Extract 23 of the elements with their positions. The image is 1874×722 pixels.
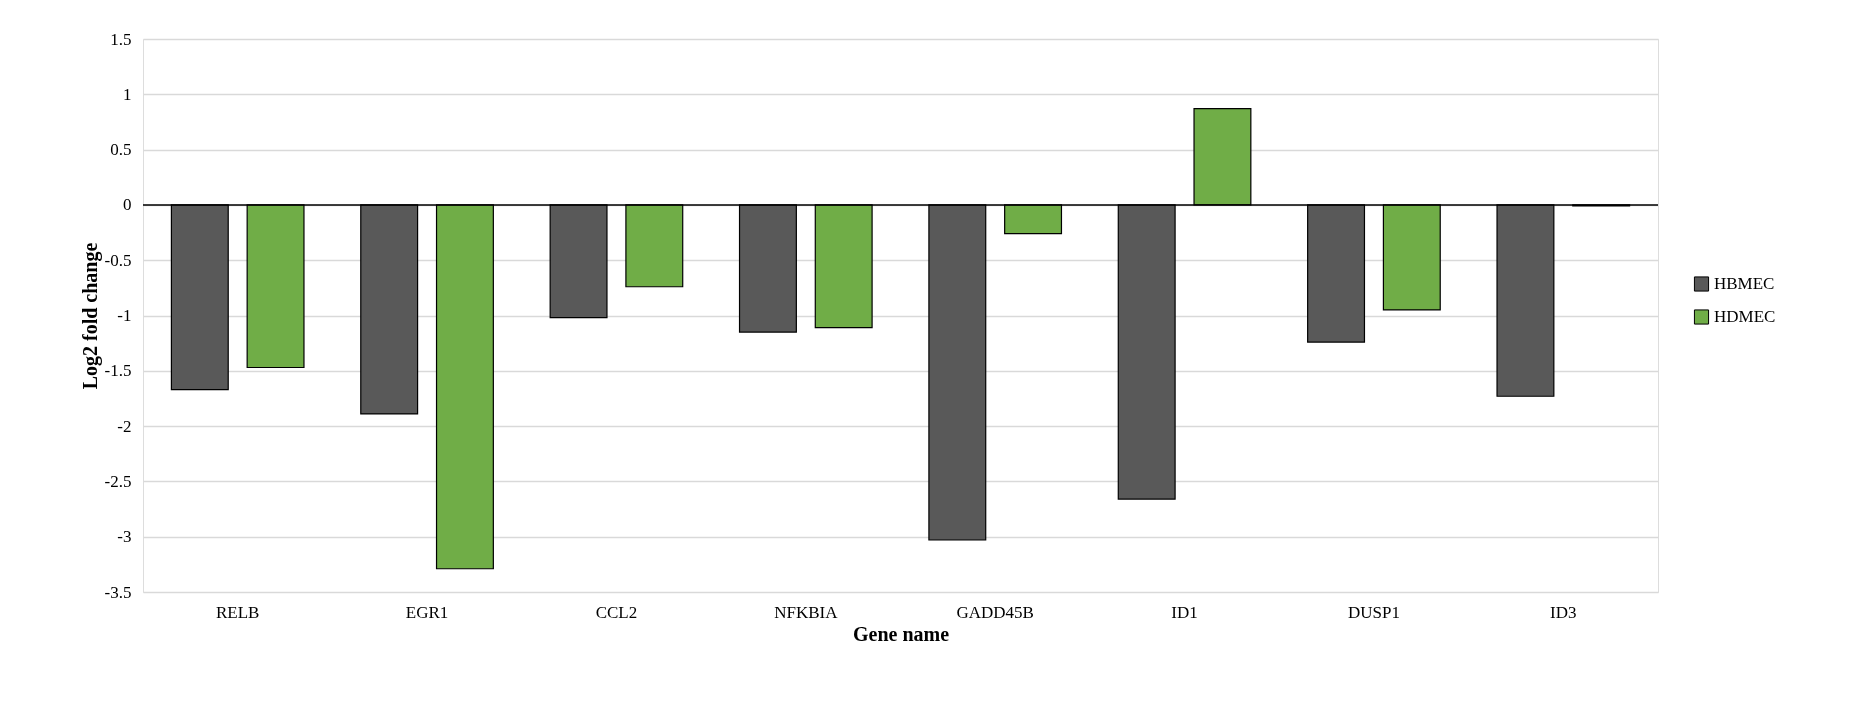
- x-tick-label: NFKBIA: [774, 602, 839, 622]
- y-tick-label: -2: [117, 416, 132, 436]
- x-tick-label: CCL2: [595, 602, 638, 622]
- x-tick-label: DUSP1: [1347, 602, 1400, 622]
- y-tick-label: 1: [123, 84, 132, 104]
- x-tick-label: ID1: [1171, 602, 1198, 622]
- y-tick-label: 0: [123, 195, 132, 215]
- y-tick-label: -0.5: [104, 250, 132, 270]
- x-tick-label: RELB: [215, 602, 260, 622]
- legend-label: HDMEC: [1714, 307, 1776, 326]
- x-tick-label: GADD45B: [956, 602, 1034, 622]
- y-tick-label: -3.5: [104, 582, 132, 602]
- y-tick-label: -1: [117, 306, 132, 325]
- x-axis-title: Gene name: [852, 622, 950, 645]
- y-tick-label: 0.5: [110, 140, 132, 160]
- y-tick-label: -2.5: [104, 471, 132, 491]
- legend-label: HBMEC: [1714, 274, 1775, 293]
- x-tick-label: ID3: [1550, 602, 1577, 622]
- y-tick-label: -1.5: [104, 361, 132, 381]
- y-tick-label: 1.5: [110, 29, 132, 49]
- y-tick-label: -3: [117, 527, 132, 547]
- y-axis-title: Log2 fold change: [78, 242, 102, 390]
- x-tick-label: EGR1: [405, 602, 449, 622]
